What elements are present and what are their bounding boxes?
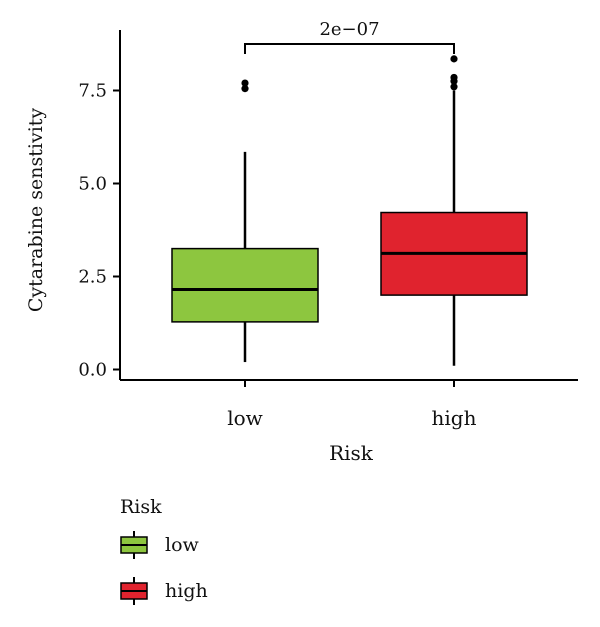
x-tick-label: high bbox=[432, 406, 477, 430]
outlier-point bbox=[241, 85, 249, 93]
y-tick-label: 2.5 bbox=[78, 267, 107, 288]
outlier-point bbox=[241, 79, 249, 87]
y-axis-label: Cytarabine senstivity bbox=[25, 108, 47, 313]
outlier-point bbox=[450, 83, 458, 91]
y-tick-label: 5.0 bbox=[78, 174, 107, 195]
y-tick-label: 7.5 bbox=[78, 81, 107, 102]
x-axis-label: Risk bbox=[329, 441, 374, 465]
legend-title: Risk bbox=[120, 496, 162, 518]
p-value-label: 2e−07 bbox=[319, 19, 379, 40]
x-tick-label: low bbox=[227, 406, 263, 430]
outlier-point bbox=[450, 55, 458, 63]
outlier-point bbox=[450, 73, 458, 82]
legend-label-low: low bbox=[165, 534, 200, 556]
y-tick-label: 0.0 bbox=[78, 360, 107, 381]
box-low bbox=[171, 247, 319, 323]
legend-label-high: high bbox=[165, 580, 208, 602]
significance-bracket bbox=[244, 43, 455, 54]
